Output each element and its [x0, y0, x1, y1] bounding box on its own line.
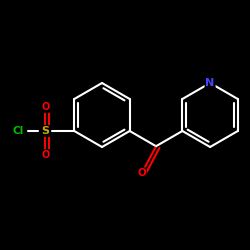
Text: N: N	[206, 78, 215, 88]
Text: O: O	[41, 102, 50, 112]
Text: S: S	[42, 126, 50, 136]
Text: O: O	[41, 150, 50, 160]
Text: Cl: Cl	[13, 126, 24, 136]
Text: O: O	[137, 168, 146, 178]
